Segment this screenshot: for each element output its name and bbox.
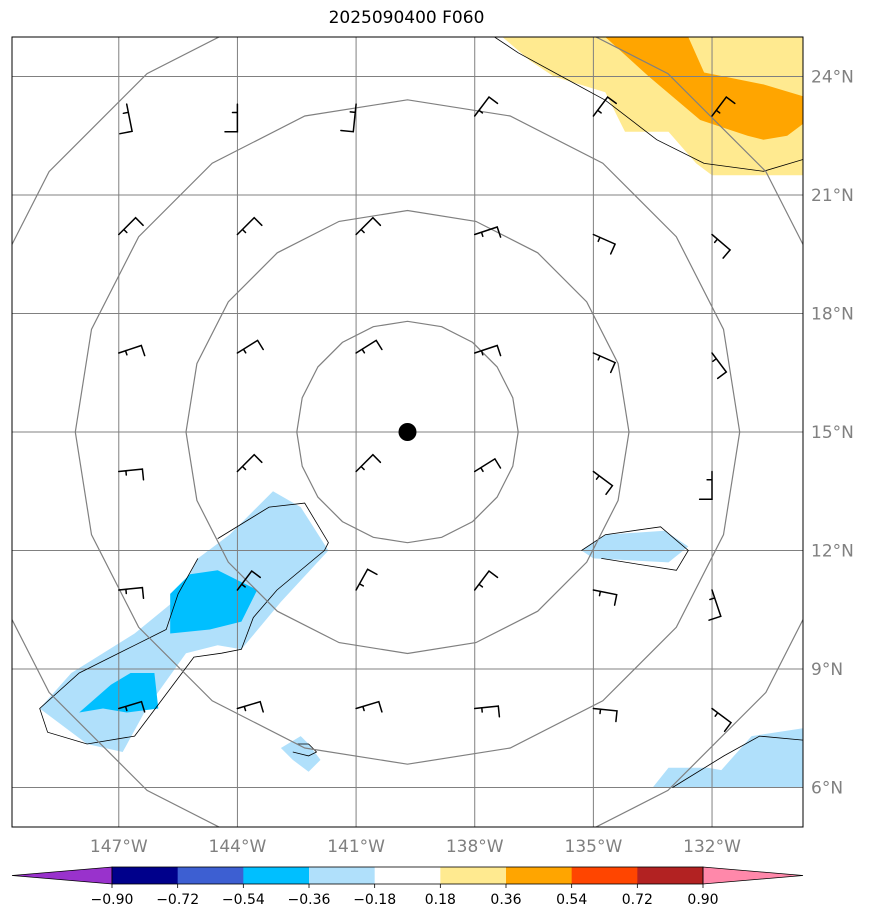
wind-barb-17 [711,352,728,380]
wind-barb-1 [224,103,239,133]
lat-tick-label-3: 15°N [811,423,854,443]
wind-barb-28 [592,589,618,606]
map-frame [11,36,804,828]
wind-barb-12 [118,344,146,357]
lon-tick-label-1: 144°W [209,837,267,857]
colorbar-extend-low [11,866,113,885]
wind-barb-34 [592,707,618,723]
wind-barb-33 [473,705,501,718]
wind-barb-26 [355,568,378,591]
colorbar-segment-1 [112,867,179,884]
wind-barb-9 [473,226,502,238]
range-ring-2 [185,209,630,655]
range-ring-3 [74,99,741,765]
wind-barb-8 [355,216,382,236]
wind-barb-2 [340,103,357,133]
colorbar: −0.90 −0.72 −0.54 −0.36 −0.18 0.18 0.36 0.54 0.7… [11,866,804,908]
lat-tick-label-6: 24°N [811,68,854,88]
colorbar-label-2: −0.54 [222,892,265,908]
contour-fill-2-0 [502,37,803,176]
colorbar-segment-3 [243,867,310,884]
colorbar-segment-8 [571,867,638,884]
wind-barb-24 [118,586,145,600]
contour-line-4 [494,37,803,172]
colorbar-label-5: 0.18 [425,892,456,908]
wind-barb-13 [236,339,264,354]
wind-barb-27 [473,569,499,591]
colorbar-segment-6 [440,867,507,884]
colorbar-label-9: 0.90 [687,892,718,908]
wind-barb-18 [118,468,145,481]
wind-barb-20 [355,453,382,473]
colorbar-label-0: −0.90 [91,892,134,908]
wind-barb-30 [118,700,146,713]
storm-center-dot [398,423,417,441]
colorbar-label-7: 0.54 [556,892,587,908]
wind-barb-22 [592,470,614,496]
wind-barb-29 [708,589,722,621]
colorbar-segment-5 [374,867,441,884]
range-ring-1 [296,320,519,544]
wind-barb-11 [711,233,732,259]
wind-barb-23 [698,470,713,500]
contour-fill-0-2 [581,530,689,563]
wind-barb-35 [711,707,733,733]
wind-barb-15 [473,344,502,357]
wind-barb-5 [711,95,736,117]
range-ring-4 [12,37,803,827]
colorbar-extend-high [702,866,804,885]
wind-barb-16 [592,352,617,374]
contour-line-1 [292,743,318,757]
lat-tick-label-5: 21°N [811,186,854,206]
lat-tick-label-0: 6°N [811,779,843,799]
wind-barb-6 [118,216,144,236]
wind-barb-19 [236,453,263,473]
map-title: 2025090400 F060 [328,8,485,28]
map-plot-area [12,37,803,827]
colorbar-outline [111,866,704,885]
lat-tick-label-4: 18°N [811,305,854,325]
contour-fill-3-0 [605,37,803,140]
wind-barb-10 [592,233,617,255]
lon-tick-label-3: 138°W [446,837,504,857]
wind-barb-7 [236,216,263,236]
colorbar-label-8: 0.72 [622,892,653,908]
wind-barb-31 [236,700,264,713]
colorbar-label-6: 0.36 [490,892,521,908]
contour-fill-0-3 [652,728,803,788]
colorbar-segment-4 [309,867,376,884]
lat-tick-label-1: 9°N [811,660,843,680]
contour-fill-1-0 [170,570,258,634]
wind-barb-21 [473,457,502,473]
wind-barb-32 [355,700,383,713]
contour-line-2 [581,526,689,571]
lon-tick-label-5: 132°W [683,837,741,857]
lon-tick-label-0: 147°W [90,837,148,857]
contour-line-3 [672,735,803,788]
colorbar-segment-7 [506,867,573,884]
lon-tick-label-2: 141°W [327,837,385,857]
colorbar-segment-2 [177,867,244,884]
wind-barb-14 [355,339,383,354]
lon-tick-label-4: 135°W [565,837,623,857]
contour-line-0 [39,502,329,745]
colorbar-label-3: −0.36 [288,892,331,908]
wind-barb-4 [592,95,617,117]
colorbar-segment-9 [637,867,704,884]
lat-tick-label-2: 12°N [811,542,854,562]
axis-labels: 147°W 144°W 141°W 138°W 135°W 132°W 6°N 9°N 12°N… [90,68,854,858]
wind-barb-0 [119,103,133,135]
wind-barb-25 [236,569,261,591]
colorbar-label-4: −0.18 [353,892,396,908]
colorbar-label-1: −0.72 [156,892,199,908]
wind-barb-3 [473,95,499,117]
